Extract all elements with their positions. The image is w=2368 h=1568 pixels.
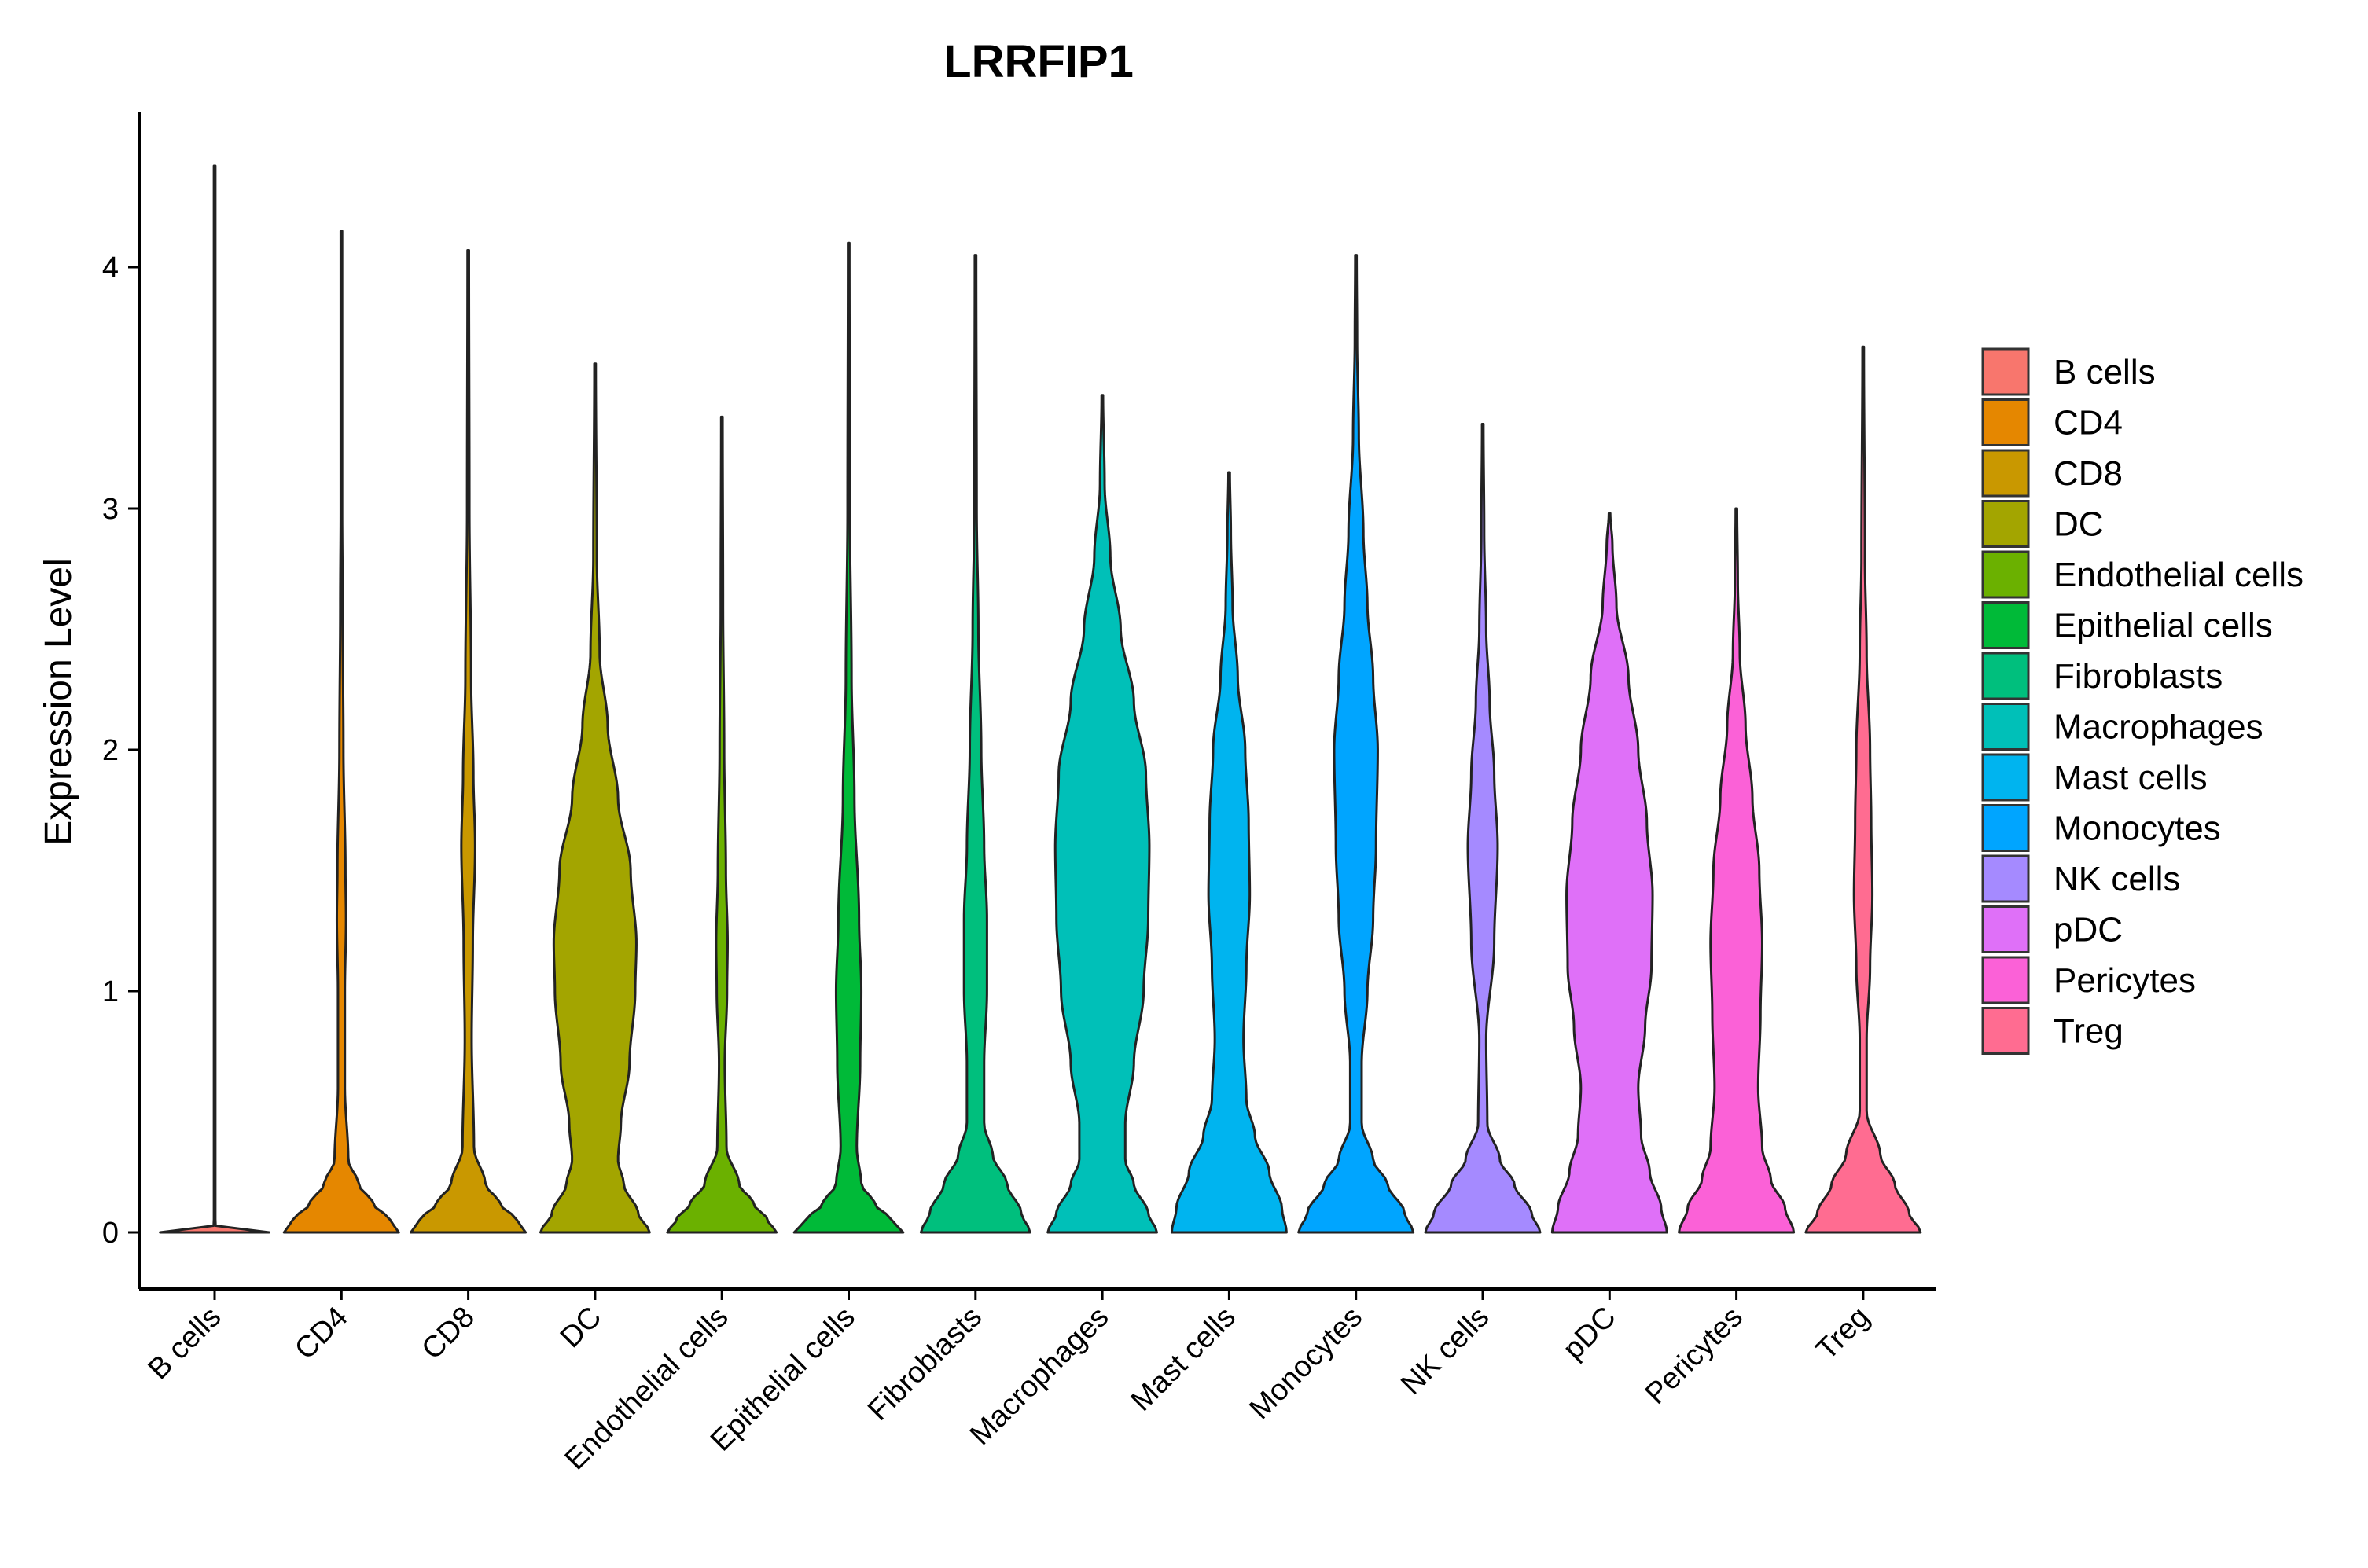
legend-key: [1981, 804, 2030, 852]
legend-label: Treg: [2054, 1012, 2123, 1051]
violin-fibroblasts: [919, 254, 1031, 1234]
legend-label: Mast cells: [2054, 758, 2208, 797]
x-tick-label: Pericytes: [1639, 1301, 1749, 1411]
y-tick-label: 0: [102, 1217, 119, 1250]
violin-mast-cells: [1170, 471, 1288, 1234]
y-ticks: 0 1 2 3 4: [102, 252, 139, 1250]
chart-title: LRRFIP1: [943, 36, 1134, 87]
violin-b-cells: [159, 164, 270, 1234]
legend-label: B cells: [2054, 353, 2156, 391]
legend-key: [1981, 398, 2030, 446]
legend-key: [1981, 753, 2030, 802]
legend-key: [1981, 905, 2030, 953]
x-tick-label: CD8: [416, 1301, 481, 1366]
legend-key: [1981, 652, 2030, 700]
violin-monocytes: [1297, 254, 1415, 1234]
x-tick-label: Monocytes: [1243, 1301, 1369, 1427]
violin-endothelial-cells: [666, 415, 778, 1234]
violin-epithelial-cells: [792, 241, 905, 1234]
x-tick-label: B cells: [142, 1301, 228, 1386]
x-tick-label: Mast cells: [1125, 1301, 1242, 1418]
y-tick-label: 3: [102, 493, 119, 526]
legend-key: [1981, 1007, 2030, 1055]
violin-macrophages: [1046, 394, 1158, 1234]
legend-key: [1981, 347, 2030, 396]
legend-label: Pericytes: [2054, 961, 2196, 1000]
legend-label: Epithelial cells: [2054, 607, 2273, 645]
violin-dc: [539, 362, 651, 1234]
violin-nk-cells: [1424, 423, 1542, 1234]
violins-group: [159, 164, 1922, 1234]
legend-label: Fibroblasts: [2054, 657, 2223, 696]
y-tick-label: 1: [102, 975, 119, 1008]
x-tick-label: CD4: [289, 1301, 354, 1366]
y-tick-label: 2: [102, 734, 119, 767]
x-tick-label: DC: [554, 1301, 609, 1355]
x-tick-label: NK cells: [1395, 1301, 1495, 1401]
y-axis-label: Expression Level: [38, 558, 79, 846]
legend-key: [1981, 601, 2030, 649]
legend-key: [1981, 449, 2030, 498]
legend-label: pDC: [2054, 911, 2123, 949]
legend-label: Macrophages: [2054, 708, 2263, 747]
x-tick-label: Fibroblasts: [862, 1301, 988, 1427]
y-tick-label: 4: [102, 252, 119, 285]
legend-label: Endothelial cells: [2054, 556, 2304, 594]
violin-pericytes: [1678, 507, 1796, 1234]
legend: B cells CD4 CD8 DC Endothelial cells Epitheli…: [1981, 347, 2304, 1055]
violin-cd4: [282, 230, 400, 1234]
violin-treg: [1804, 345, 1922, 1234]
legend-key: [1981, 550, 2030, 599]
x-tick-label: pDC: [1557, 1301, 1622, 1366]
violin-cd8: [410, 249, 528, 1234]
legend-label: CD4: [2054, 404, 2123, 442]
violin-pdc: [1550, 512, 1668, 1234]
legend-key: [1981, 956, 2030, 1004]
legend-label: Monocytes: [2054, 810, 2221, 848]
legend-key: [1981, 500, 2030, 548]
x-tick-label: Treg: [1810, 1301, 1876, 1367]
legend-label: CD8: [2054, 454, 2123, 493]
legend-key: [1981, 703, 2030, 751]
legend-key: [1981, 854, 2030, 903]
legend-label: NK cells: [2054, 860, 2180, 898]
legend-label: DC: [2054, 505, 2104, 544]
